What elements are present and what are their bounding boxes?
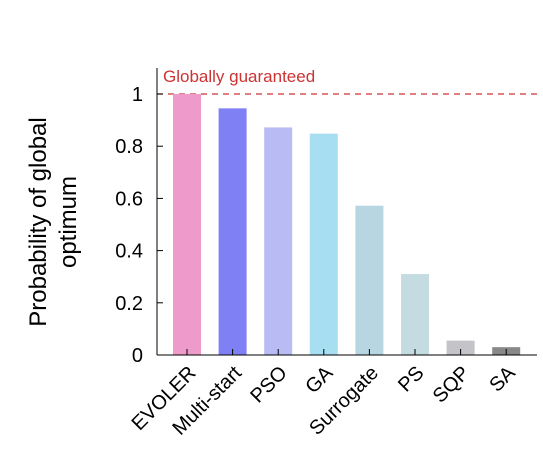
y-axis-label: Probability of global optimum xyxy=(25,117,82,326)
bar-multi-start xyxy=(218,108,247,355)
bars xyxy=(173,94,521,356)
y-tick-label: 0.8 xyxy=(115,136,143,158)
y-tick-label: 1 xyxy=(132,84,143,106)
y-axis-label-line: optimum xyxy=(55,176,82,268)
bar-surrogate xyxy=(355,205,384,355)
y-axis-label-line: Probability of global xyxy=(25,117,52,326)
y-tick-label: 0 xyxy=(132,345,143,367)
reference-line-group: Globally guaranteed xyxy=(157,67,537,95)
bar-ps xyxy=(401,274,429,355)
bar-pso xyxy=(264,127,293,356)
x-tick-label: GA xyxy=(301,362,337,398)
x-tick-label: SA xyxy=(485,362,520,397)
y-tick-label: 0.2 xyxy=(115,293,143,315)
x-tick-label: PS xyxy=(394,362,428,396)
bar-sqp xyxy=(446,340,475,355)
x-tick-label: SQP xyxy=(429,362,474,407)
y-axis: 0 0.2 0.4 0.6 0.8 1 xyxy=(115,68,163,367)
bar-evoler xyxy=(173,94,201,355)
bar-ga xyxy=(309,133,338,355)
y-tick-label: 0.4 xyxy=(115,241,143,263)
y-tick-label: 0.6 xyxy=(115,188,143,210)
reference-line-label: Globally guaranteed xyxy=(163,67,315,86)
x-tick-label: PSO xyxy=(246,362,291,407)
